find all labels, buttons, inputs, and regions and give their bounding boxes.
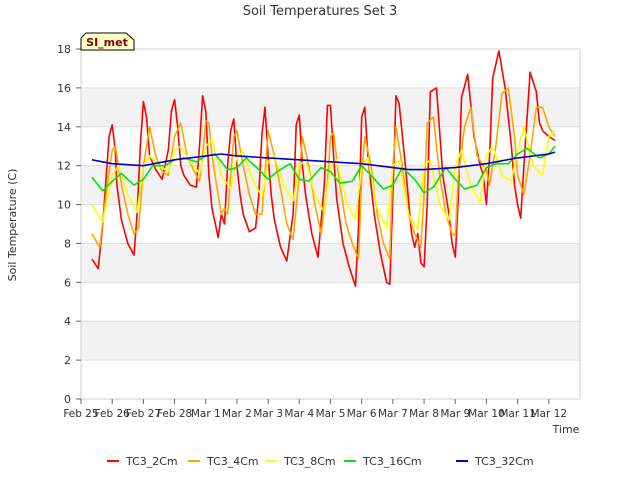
- x-tick-label: Mar 7: [378, 408, 408, 420]
- series-line-tc3-16cm: [91, 145, 556, 194]
- series-lines: [91, 50, 556, 288]
- background-bands: [81, 87, 580, 361]
- site-badge-label: SI_met: [86, 36, 128, 49]
- y-tick-label: 2: [64, 354, 71, 367]
- x-tick-label: Mar 12: [531, 408, 568, 420]
- y-tick-label: 0: [64, 393, 71, 406]
- x-tick-label: Feb 26: [95, 408, 131, 420]
- background-band: [81, 243, 580, 283]
- series-line-tc3-8cm: [91, 126, 556, 231]
- legend-label: TC3_32Cm: [474, 455, 534, 468]
- x-tick-label: Mar 6: [347, 408, 377, 420]
- x-tick-label: Mar 11: [499, 408, 536, 420]
- series-line-tc3-32cm: [91, 151, 556, 171]
- x-tick-label: Mar 9: [440, 408, 470, 420]
- y-tick-label: 12: [57, 160, 71, 173]
- y-tick-label: 8: [64, 237, 71, 250]
- chart-title: Soil Temperatures Set 3: [243, 4, 398, 19]
- x-tick-label: Feb 25: [63, 408, 98, 420]
- y-tick-label: 16: [57, 82, 71, 95]
- legend: TC3_2Cm TC3_4Cm TC3_8Cm TC3_16Cm TC3_32Cm: [107, 455, 534, 468]
- y-tick-label: 4: [64, 315, 71, 328]
- site-badge-shape: [80, 32, 135, 51]
- y-tick-label: 18: [57, 43, 71, 56]
- legend-label: TC3_16Cm: [362, 455, 422, 468]
- x-tick-label: Feb 28: [157, 408, 192, 420]
- x-tick-label: Mar 8: [409, 408, 439, 420]
- legend-label: TC3_2Cm: [125, 455, 178, 468]
- x-tick-label: Feb 27: [126, 408, 161, 420]
- x-tick-label: Mar 2: [222, 408, 252, 420]
- legend-label: TC3_8Cm: [283, 455, 336, 468]
- x-axis-label: Time: [552, 423, 580, 436]
- y-axis-ticks: 0 2 4 6 8 10 12 14 16 18: [57, 43, 81, 406]
- x-tick-label: Mar 5: [316, 408, 346, 420]
- legend-label: TC3_4Cm: [206, 455, 259, 468]
- y-tick-label: 10: [57, 199, 71, 212]
- site-badge: SI_met: [80, 32, 135, 51]
- series-line-tc3-4cm: [91, 87, 556, 260]
- y-tick-label: 6: [64, 276, 71, 289]
- background-band: [81, 321, 580, 361]
- x-tick-label: Mar 3: [253, 408, 283, 420]
- x-tick-label: Mar 10: [468, 408, 505, 420]
- y-axis-label: Soil Temperature (C): [6, 169, 19, 282]
- x-tick-label: Mar 1: [191, 408, 221, 420]
- x-tick-label: Mar 4: [284, 408, 314, 420]
- y-tick-label: 14: [57, 121, 71, 134]
